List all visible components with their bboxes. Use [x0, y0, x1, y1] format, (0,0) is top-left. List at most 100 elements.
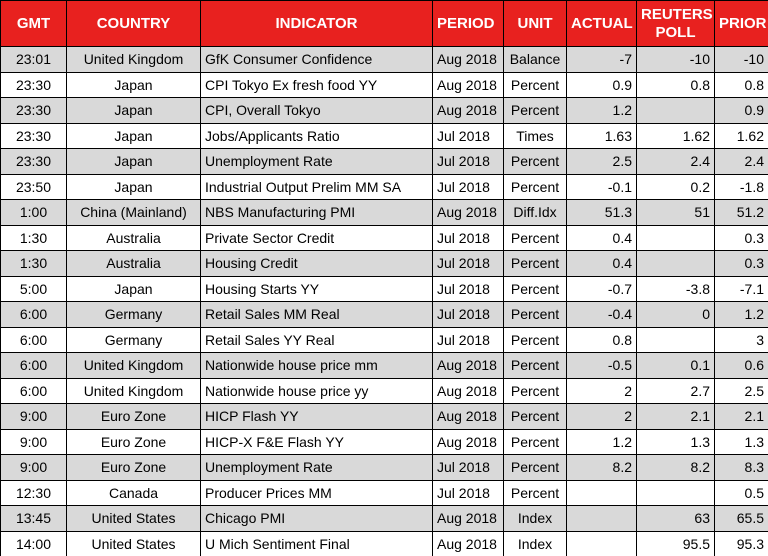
actual-cell: 0.9 [566, 71, 637, 98]
country-cell: United Kingdom [66, 352, 201, 379]
table-row: 23:30 Japan CPI Tokyo Ex fresh food YY Aug … [0, 71, 768, 98]
table-row: 23:30 Japan CPI, Overall Tokyo Aug 2018 Perc… [0, 97, 768, 124]
prior-cell: 95.3 [714, 530, 768, 556]
gmt-cell: 1:30 [0, 224, 67, 251]
reuters-poll-cell: 63 [636, 505, 715, 532]
period-cell: Aug 2018 [432, 403, 504, 430]
indicator-cell: HICP Flash YY [200, 403, 433, 430]
actual-cell: -0.7 [566, 275, 637, 302]
gmt-cell: 14:00 [0, 530, 67, 556]
table-row: 23:01 United Kingdom GfK Consumer Confiden… [0, 46, 768, 73]
column-header: ACTUAL [566, 0, 637, 47]
prior-cell: 2.4 [714, 148, 768, 175]
gmt-cell: 12:30 [0, 479, 67, 506]
gmt-cell: 6:00 [0, 301, 67, 328]
unit-cell: Times [503, 122, 567, 149]
unit-cell: Percent [503, 148, 567, 175]
indicator-cell: Nationwide house price mm [200, 352, 433, 379]
prior-cell: 2.1 [714, 403, 768, 430]
reuters-poll-cell: 0.1 [636, 352, 715, 379]
actual-cell [566, 479, 637, 506]
unit-cell: Balance [503, 46, 567, 73]
table-row: 5:00 Japan Housing Starts YY Jul 2018 Percen… [0, 275, 768, 302]
indicator-cell: U Mich Sentiment Final [200, 530, 433, 556]
table-row: 9:00 Euro Zone HICP-X F&E Flash YY Aug 2018… [0, 428, 768, 455]
country-cell: Germany [66, 326, 201, 353]
reuters-poll-cell: 2.1 [636, 403, 715, 430]
gmt-cell: 6:00 [0, 377, 67, 404]
country-cell: Canada [66, 479, 201, 506]
unit-cell: Percent [503, 454, 567, 481]
header-row: GMT COUNTRY INDICATOR PERIOD UNIT ACTUAL REUTE… [0, 0, 768, 47]
gmt-cell: 23:30 [0, 97, 67, 124]
prior-cell: 0.6 [714, 352, 768, 379]
actual-cell: 1.2 [566, 97, 637, 124]
table-row: 23:30 Japan Jobs/Applicants Ratio Jul 2018 T… [0, 122, 768, 149]
table-row: 9:00 Euro Zone Unemployment Rate Jul 2018 Pe… [0, 454, 768, 481]
unit-cell: Percent [503, 250, 567, 277]
unit-cell: Percent [503, 97, 567, 124]
unit-cell: Percent [503, 479, 567, 506]
unit-cell: Percent [503, 377, 567, 404]
country-cell: Euro Zone [66, 403, 201, 430]
actual-cell: -0.4 [566, 301, 637, 328]
actual-cell: 0.8 [566, 326, 637, 353]
prior-cell: 0.9 [714, 97, 768, 124]
unit-cell: Percent [503, 173, 567, 200]
prior-cell: 0.8 [714, 71, 768, 98]
indicator-cell: CPI, Overall Tokyo [200, 97, 433, 124]
period-cell: Jul 2018 [432, 275, 504, 302]
period-cell: Aug 2018 [432, 71, 504, 98]
gmt-cell: 1:30 [0, 250, 67, 277]
gmt-cell: 23:50 [0, 173, 67, 200]
reuters-poll-cell: 0 [636, 301, 715, 328]
unit-cell: Percent [503, 71, 567, 98]
indicator-cell: Jobs/Applicants Ratio [200, 122, 433, 149]
period-cell: Aug 2018 [432, 199, 504, 226]
column-header: INDICATOR [200, 0, 433, 47]
prior-cell: -1.8 [714, 173, 768, 200]
gmt-cell: 6:00 [0, 326, 67, 353]
reuters-poll-cell: 0.2 [636, 173, 715, 200]
indicator-cell: Chicago PMI [200, 505, 433, 532]
prior-cell: 51.2 [714, 199, 768, 226]
reuters-poll-cell: -10 [636, 46, 715, 73]
period-cell: Jul 2018 [432, 250, 504, 277]
actual-cell: 2 [566, 377, 637, 404]
prior-cell: -7.1 [714, 275, 768, 302]
country-cell: United Kingdom [66, 377, 201, 404]
column-header: REUTERS POLL [636, 0, 715, 47]
indicator-cell: Housing Starts YY [200, 275, 433, 302]
indicator-cell: Producer Prices MM [200, 479, 433, 506]
table-row: 6:00 United Kingdom Nationwide house price… [0, 377, 768, 404]
period-cell: Jul 2018 [432, 224, 504, 251]
table-body: 23:01 United Kingdom GfK Consumer Confiden… [0, 46, 768, 556]
period-cell: Aug 2018 [432, 97, 504, 124]
actual-cell: -7 [566, 46, 637, 73]
period-cell: Jul 2018 [432, 326, 504, 353]
prior-cell: 8.3 [714, 454, 768, 481]
unit-cell: Percent [503, 301, 567, 328]
country-cell: China (Mainland) [66, 199, 201, 226]
country-cell: Euro Zone [66, 454, 201, 481]
country-cell: United States [66, 530, 201, 556]
gmt-cell: 9:00 [0, 428, 67, 455]
period-cell: Aug 2018 [432, 46, 504, 73]
unit-cell: Percent [503, 275, 567, 302]
prior-cell: 1.2 [714, 301, 768, 328]
actual-cell [566, 505, 637, 532]
actual-cell: 8.2 [566, 454, 637, 481]
period-cell: Aug 2018 [432, 352, 504, 379]
reuters-poll-cell: 1.62 [636, 122, 715, 149]
prior-cell: 0.3 [714, 250, 768, 277]
column-header: PRIOR [714, 0, 768, 47]
indicator-cell: GfK Consumer Confidence [200, 46, 433, 73]
prior-cell: 2.5 [714, 377, 768, 404]
actual-cell: 2.5 [566, 148, 637, 175]
table-row: 14:00 United States U Mich Sentiment Final… [0, 530, 768, 556]
table-row: 13:45 United States Chicago PMI Aug 2018 Ind… [0, 505, 768, 532]
prior-cell: 0.3 [714, 224, 768, 251]
unit-cell: Percent [503, 352, 567, 379]
prior-cell: -10 [714, 46, 768, 73]
